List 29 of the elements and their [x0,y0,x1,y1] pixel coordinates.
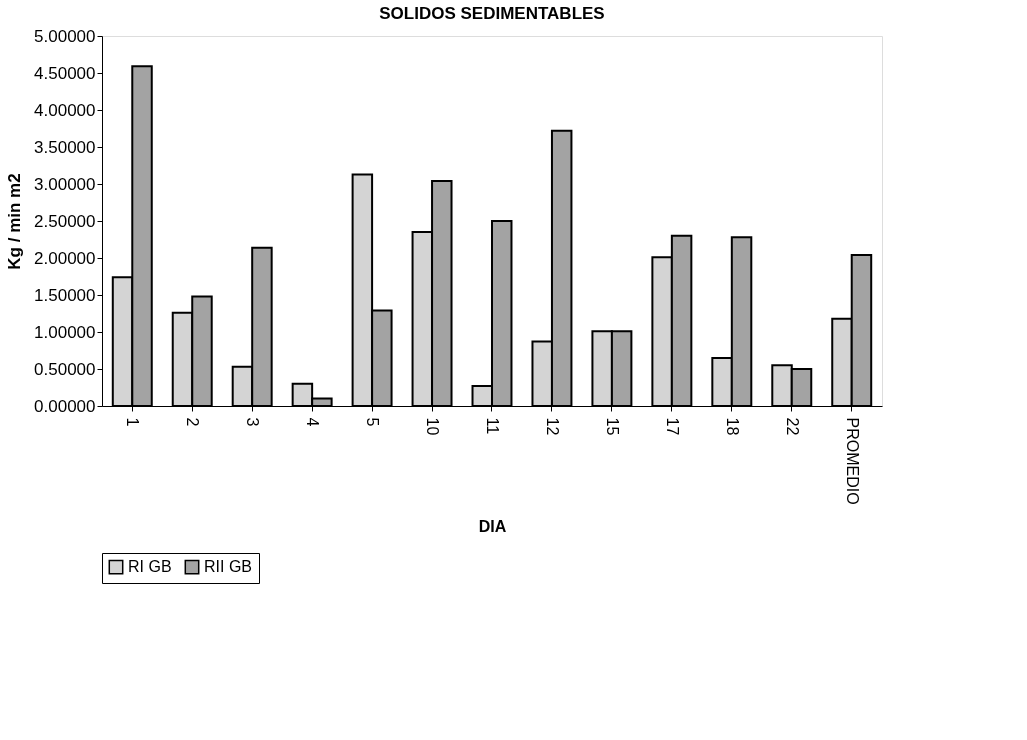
y-tick-label: 2.50000 [34,211,96,231]
x-tick-label: 2 [184,417,202,427]
x-tick-label: 3 [244,417,262,427]
y-axis-title: Kg / min m2 [5,173,25,270]
legend-label: RI GB [128,558,172,576]
x-tick-label: 1 [124,417,142,427]
y-tick-label: 0.50000 [34,359,96,379]
x-tick-label: 15 [603,417,621,436]
y-tick-label: 4.00000 [34,100,96,120]
x-tick-label: 10 [424,417,442,436]
x-tick-label: PROMEDIO [843,417,861,505]
y-tick-label: 4.50000 [34,63,96,83]
chart-title: SOLIDOS SEDIMENTABLES [379,4,605,23]
x-axis-title: DIA [478,517,507,535]
y-tick-label: 3.00000 [34,174,96,194]
x-tick-label: 22 [783,417,801,436]
x-tick-label: 17 [663,417,681,436]
y-tick-label: 1.00000 [34,322,96,342]
y-tick-label: 1.50000 [34,285,96,305]
x-tick-label: 18 [723,417,741,436]
x-tick-label: 5 [364,417,382,427]
y-tick-label: 0.00000 [34,396,96,416]
x-tick-label: 4 [304,417,322,427]
y-tick-label: 2.00000 [34,248,96,268]
y-tick-label: 3.50000 [34,137,96,157]
y-tick-label: 5.00000 [34,26,96,46]
x-tick-label: 11 [484,417,501,435]
legend-label: RII GB [204,558,253,576]
x-tick-label: 12 [543,417,561,436]
